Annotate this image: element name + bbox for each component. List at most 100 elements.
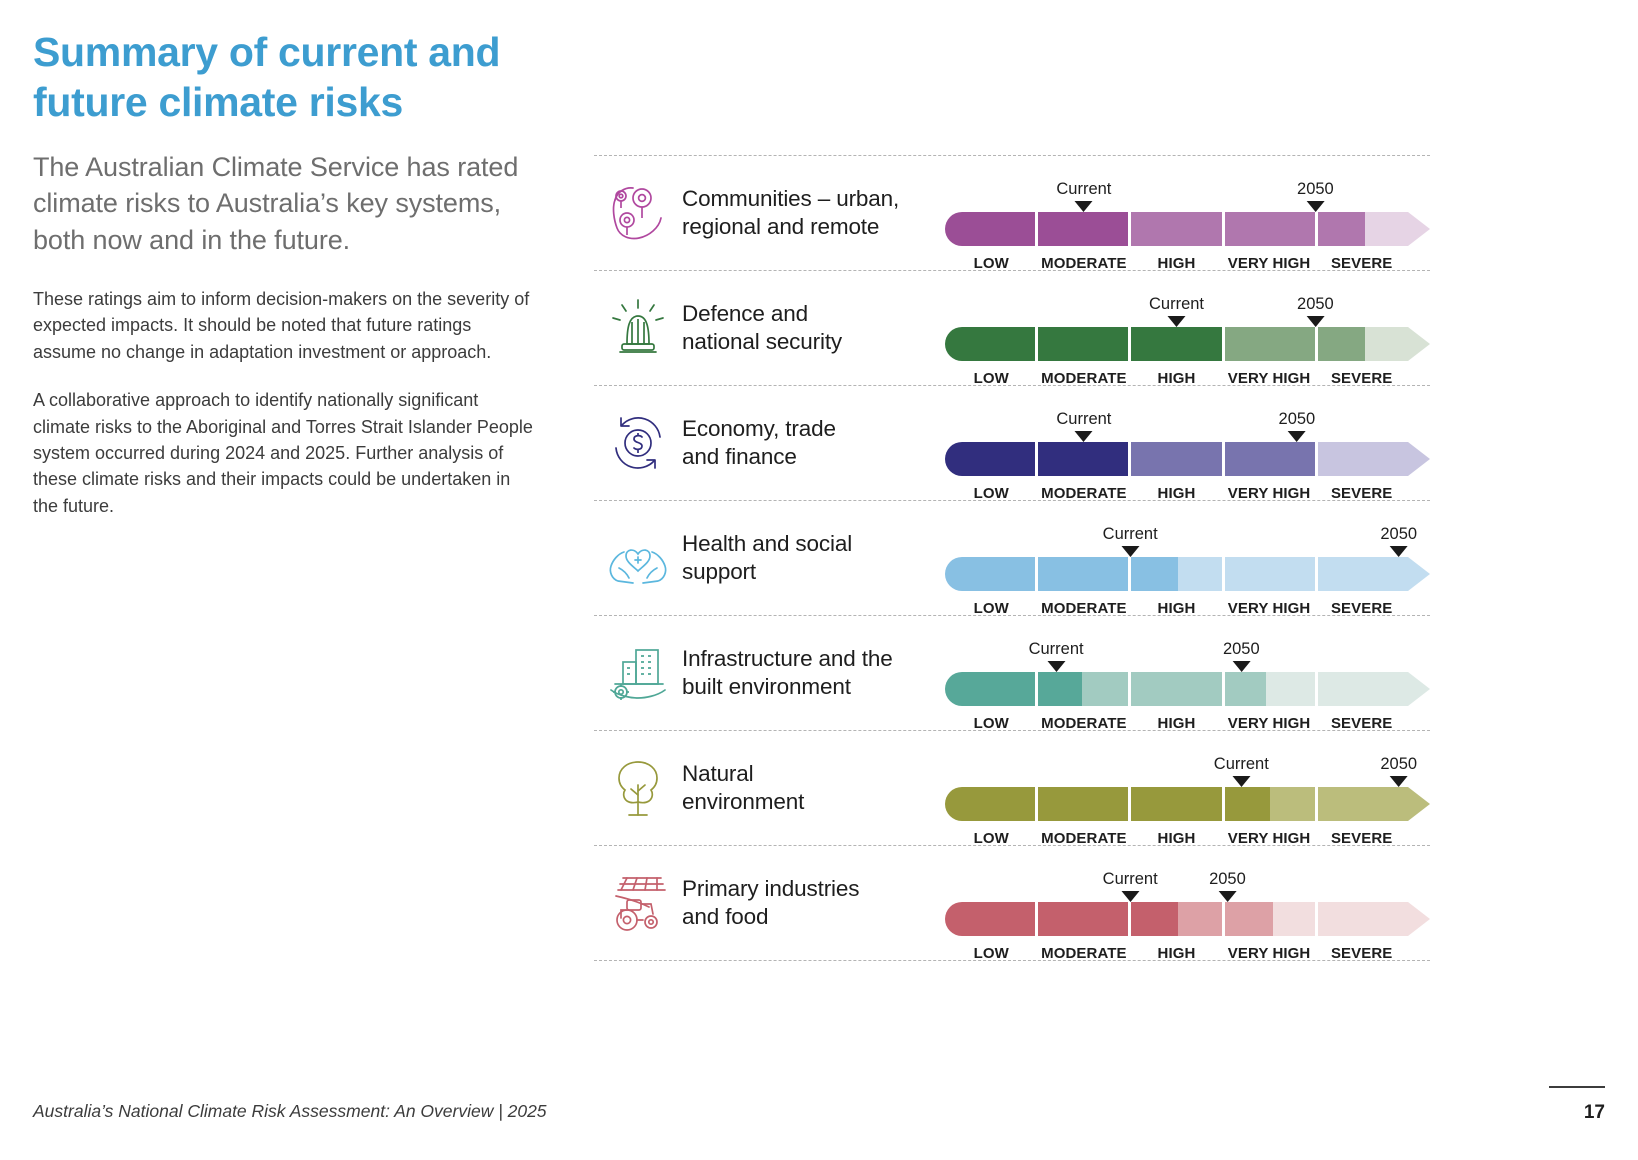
scale-tick-very-high: VERY HIGH bbox=[1227, 715, 1311, 732]
bar-segment-high bbox=[1131, 902, 1225, 936]
row-divider bbox=[594, 270, 1430, 271]
marker-triangle-icon bbox=[1306, 316, 1325, 327]
risk-bar-wrap bbox=[945, 787, 1430, 821]
bar-segment-moderate bbox=[1038, 672, 1132, 706]
risk-label-line-1: Defence and bbox=[682, 301, 808, 327]
risk-scale-defence: Current 2050 LOW MODERATE HIGH VERY HIGH SEVER… bbox=[945, 271, 1430, 387]
bar-segment-moderate bbox=[1038, 902, 1132, 936]
scale-markers: Current 2050 bbox=[945, 860, 1430, 902]
marker-triangle-icon bbox=[1306, 201, 1325, 212]
bar-segment-fill bbox=[1131, 557, 1179, 591]
risk-scale-communities: Current 2050 LOW MODERATE HIGH VERY HIGH SEVER… bbox=[945, 156, 1430, 272]
bar-segment-moderate bbox=[1038, 212, 1132, 246]
risk-row-economy: Economy, trade and finance Current 2050 LOW M… bbox=[594, 386, 1430, 502]
bar-segment-fill bbox=[1131, 787, 1222, 821]
bar-segment-fill bbox=[1131, 442, 1222, 476]
scale-tick-low: LOW bbox=[973, 255, 1009, 272]
intro-column: Summary of current and future climate ri… bbox=[33, 28, 553, 541]
bar-segment-severe bbox=[1317, 557, 1408, 591]
risk-label-line-2: built environment bbox=[682, 674, 851, 699]
scale-tick-very-high: VERY HIGH bbox=[1227, 600, 1311, 617]
scale-tick-high: HIGH bbox=[1157, 255, 1196, 272]
bar-segment-fill bbox=[1038, 557, 1129, 591]
scale-tick-labels: LOW MODERATE HIGH VERY HIGH SEVERE bbox=[945, 485, 1408, 502]
scale-tick-moderate: MODERATE bbox=[1041, 945, 1127, 962]
bar-segment-fill bbox=[1131, 902, 1179, 936]
risk-label-infrastructure: Infrastructure and the built environment bbox=[682, 616, 945, 730]
marker-triangle-icon bbox=[1232, 776, 1251, 787]
marker-current: Current bbox=[1103, 525, 1158, 557]
risk-label-line-2: national security bbox=[682, 329, 843, 354]
marker-triangle-icon bbox=[1389, 776, 1408, 787]
bar-segment-low bbox=[945, 442, 1039, 476]
marker-triangle-icon bbox=[1121, 546, 1140, 557]
marker-2050: 2050 bbox=[1209, 870, 1246, 902]
scale-tick-labels: LOW MODERATE HIGH VERY HIGH SEVERE bbox=[945, 255, 1408, 272]
bar-arrow-tip bbox=[1408, 672, 1430, 706]
tree-icon bbox=[594, 731, 682, 845]
bar-segment-moderate bbox=[1038, 442, 1132, 476]
bar-arrow-tip bbox=[1408, 442, 1430, 476]
bar-segment-low bbox=[945, 672, 1039, 706]
bar-segment-fill bbox=[1224, 672, 1267, 706]
risk-label-economy: Economy, trade and finance bbox=[682, 386, 945, 500]
scale-markers: Current 2050 bbox=[945, 170, 1430, 212]
bar-segment-severe bbox=[1317, 327, 1408, 361]
risk-label-line-1: Economy, trade bbox=[682, 416, 836, 442]
scale-tick-severe: SEVERE bbox=[1330, 830, 1393, 847]
risk-bar-wrap bbox=[945, 212, 1430, 246]
scale-tick-labels: LOW MODERATE HIGH VERY HIGH SEVERE bbox=[945, 830, 1408, 847]
risk-row-infrastructure: Infrastructure and the built environment C… bbox=[594, 616, 1430, 732]
marker-current: Current bbox=[1149, 295, 1204, 327]
bar-segment-very-high bbox=[1224, 557, 1318, 591]
marker-current-label: Current bbox=[1056, 179, 1112, 198]
scale-tick-labels: LOW MODERATE HIGH VERY HIGH SEVERE bbox=[945, 370, 1408, 387]
risk-label-line-2: support bbox=[682, 559, 756, 584]
scale-tick-very-high: VERY HIGH bbox=[1227, 485, 1311, 502]
row-divider bbox=[594, 960, 1430, 961]
row-divider bbox=[594, 615, 1430, 616]
risk-label-natural: Natural environment bbox=[682, 731, 945, 845]
hands-heart-icon bbox=[594, 501, 682, 615]
bar-segment-very-high bbox=[1224, 212, 1318, 246]
body-paragraph-1: These ratings aim to inform decision-mak… bbox=[33, 288, 530, 362]
marker-triangle-icon bbox=[1121, 891, 1140, 902]
bar-segment-low bbox=[945, 902, 1039, 936]
risk-label-line-2: regional and remote bbox=[682, 214, 880, 239]
marker-2050: 2050 bbox=[1297, 294, 1334, 327]
scale-tick-severe: SEVERE bbox=[1330, 255, 1393, 272]
scale-tick-low: LOW bbox=[973, 830, 1009, 847]
bar-segment-fill bbox=[1131, 212, 1222, 246]
scale-tick-severe: SEVERE bbox=[1330, 945, 1393, 962]
scale-tick-severe: SEVERE bbox=[1330, 485, 1393, 502]
marker-2050-label: 2050 bbox=[1222, 639, 1260, 658]
bar-segment-fill bbox=[1224, 327, 1315, 361]
risk-label-defence: Defence and national security bbox=[682, 271, 945, 385]
risk-row-communities: Communities – urban, regional and remote C… bbox=[594, 156, 1430, 272]
risk-label-line-1: Health and social bbox=[682, 531, 853, 557]
scale-markers: Current 2050 bbox=[945, 745, 1430, 787]
bar-segment-fill bbox=[1224, 442, 1315, 476]
risk-bar bbox=[945, 672, 1408, 706]
bar-segment-low bbox=[945, 212, 1039, 246]
marker-2050: 2050 bbox=[1222, 639, 1260, 672]
risk-bar-wrap bbox=[945, 672, 1430, 706]
bar-segment-moderate bbox=[1038, 787, 1132, 821]
bar-segment-fill bbox=[1224, 212, 1315, 246]
bar-segment-fill bbox=[1269, 787, 1315, 821]
scale-tick-moderate: MODERATE bbox=[1041, 370, 1127, 387]
scale-tick-moderate: MODERATE bbox=[1041, 830, 1127, 847]
page-number: 17 bbox=[1583, 1102, 1605, 1123]
marker-current-label: Current bbox=[1056, 409, 1112, 428]
scale-tick-very-high: VERY HIGH bbox=[1227, 830, 1311, 847]
bar-segment-fill bbox=[1364, 212, 1408, 246]
risk-label-line-2: and food bbox=[682, 904, 769, 929]
bar-segment-severe bbox=[1317, 212, 1408, 246]
bar-segment-high bbox=[1131, 787, 1225, 821]
scale-tick-severe: SEVERE bbox=[1330, 600, 1393, 617]
marker-2050-label: 2050 bbox=[1297, 294, 1334, 313]
risk-label-health: Health and social support bbox=[682, 501, 945, 615]
scale-markers: Current 2050 bbox=[945, 285, 1430, 327]
city-gear-icon bbox=[594, 616, 682, 730]
footer-rule bbox=[1549, 1086, 1605, 1088]
